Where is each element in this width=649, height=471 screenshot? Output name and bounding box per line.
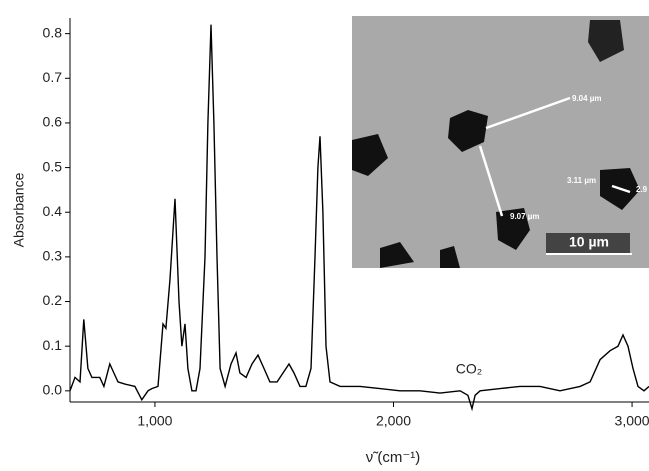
pore (588, 20, 624, 62)
y-tick-label: 0.3 (43, 248, 63, 264)
y-tick-label: 0.2 (43, 292, 63, 308)
inset-image: 9.04 µm 9.07 µm 3.11 µm 2.9 10 µm (352, 16, 649, 268)
inset-label: 9.04 µm (572, 94, 602, 103)
inset-label: 3.11 µm (567, 176, 596, 185)
x-axis-label: ν̃ (cm⁻¹) (366, 449, 421, 466)
y-tick-label: 0.4 (43, 203, 63, 219)
y-tick-label: 0.0 (43, 382, 63, 398)
measure-line (478, 145, 504, 217)
pore (448, 110, 488, 152)
inset-label: 9.07 µm (510, 212, 540, 221)
x-tick-label: 3,000 (615, 413, 649, 429)
y-tick-label: 0.7 (43, 69, 63, 85)
pore (380, 242, 414, 268)
y-tick-label: 0.1 (43, 337, 63, 353)
y-tick-label: 0.8 (43, 24, 63, 40)
scale-bar-box (546, 233, 630, 255)
scale-bar-label: 10 µm (569, 234, 609, 250)
pore (496, 208, 530, 250)
y-tick-label: 0.5 (43, 158, 63, 174)
measure-line (485, 96, 571, 130)
pore (352, 134, 388, 176)
x-tick-label: 1,000 (137, 413, 172, 429)
annotation: CO₂ (456, 361, 482, 377)
y-tick-label: 0.6 (43, 114, 63, 130)
pore (440, 246, 460, 268)
spectrum-line (69, 24, 649, 412)
y-axis-label: Absorbance (11, 172, 27, 247)
x-tick-label: 2,000 (376, 413, 411, 429)
inset-label: 2.9 (636, 185, 648, 194)
measure-line (611, 184, 631, 194)
